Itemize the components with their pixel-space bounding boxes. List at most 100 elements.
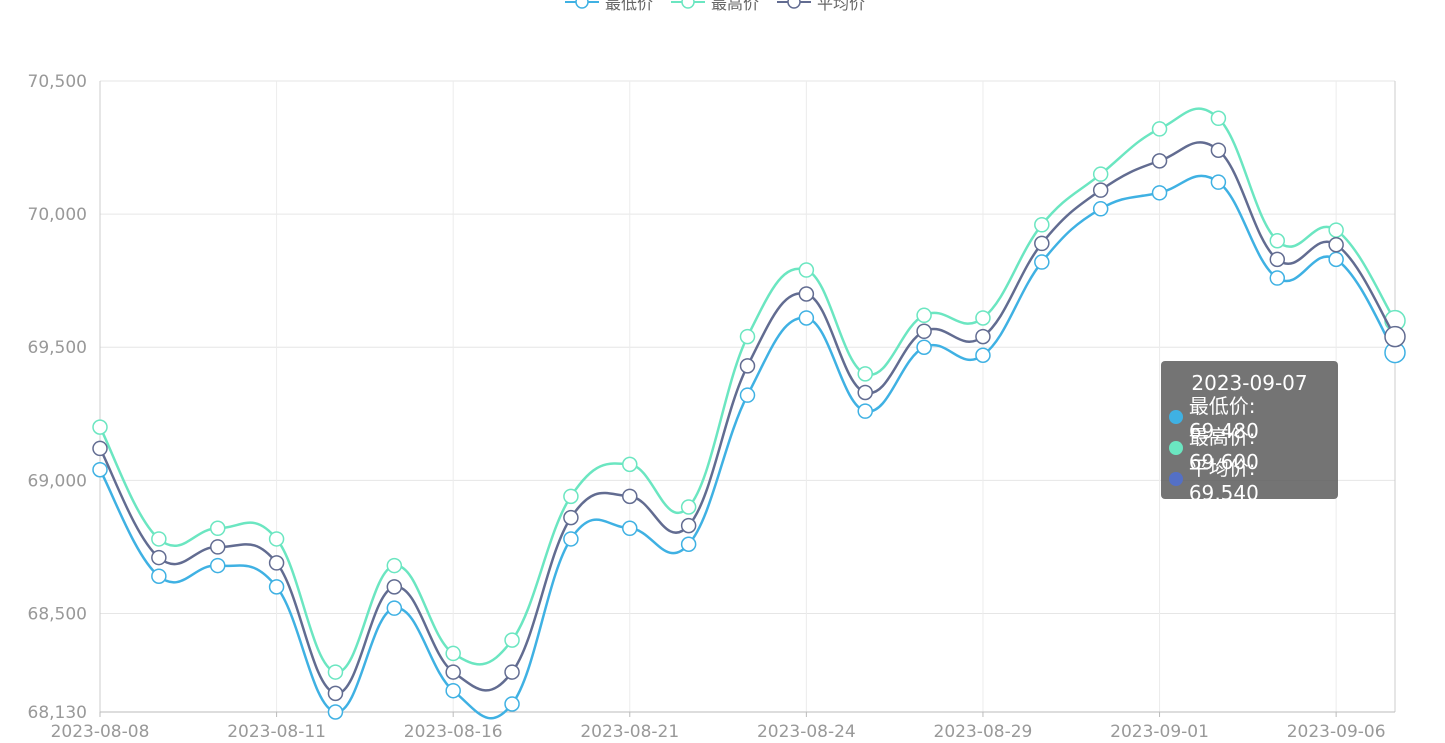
tooltip-dot-high (1169, 440, 1183, 455)
data-point-avg[interactable] (92, 440, 108, 457)
tooltip-row-high: 最高价: 69,600 (1169, 425, 1330, 474)
data-point-high[interactable] (445, 645, 461, 662)
legend-label-low: 最低价 (605, 0, 654, 13)
data-point-avg[interactable] (1151, 153, 1168, 169)
legend-item-avg[interactable]: 平均价 (777, 0, 865, 14)
data-point-low[interactable] (151, 568, 167, 584)
data-point-high[interactable] (268, 531, 285, 547)
data-point-low[interactable] (916, 339, 932, 355)
data-point-avg[interactable] (798, 286, 815, 302)
legend-swatch-high (671, 0, 706, 9)
x-tick-label: 2023-08-11 (227, 722, 326, 742)
x-tick-label: 2023-09-06 (1287, 722, 1386, 742)
data-point-avg[interactable] (622, 488, 638, 505)
data-point-high[interactable] (975, 310, 991, 326)
legend-swatch-avg (777, 0, 812, 9)
data-point-high[interactable] (504, 632, 520, 648)
data-point-high[interactable] (563, 488, 579, 505)
data-point-avg[interactable] (327, 685, 344, 702)
data-point-avg[interactable] (680, 517, 697, 534)
data-point-high[interactable] (1269, 232, 1286, 249)
y-tick-label: 68,500 (28, 604, 87, 624)
tooltip-row-avg: 平均价: 69,540 (1169, 456, 1330, 505)
data-point-high[interactable] (1328, 222, 1344, 238)
data-point-high[interactable] (916, 307, 932, 324)
data-point-avg[interactable] (1384, 325, 1406, 348)
data-point-low[interactable] (857, 403, 873, 419)
data-point-low[interactable] (1269, 270, 1286, 286)
data-point-high[interactable] (1034, 217, 1050, 233)
data-point-avg[interactable] (209, 539, 226, 555)
data-point-high[interactable] (1210, 110, 1227, 127)
data-point-low[interactable] (1092, 201, 1109, 217)
data-point-high[interactable] (92, 419, 108, 435)
data-point-avg[interactable] (916, 323, 932, 340)
data-point-high[interactable] (386, 557, 403, 574)
data-point-low[interactable] (1151, 185, 1168, 201)
data-point-avg[interactable] (1269, 251, 1286, 268)
data-point-low[interactable] (798, 310, 815, 326)
data-point-high[interactable] (1151, 121, 1168, 137)
data-point-low[interactable] (268, 579, 285, 595)
legend-item-low[interactable]: 最低价 (565, 0, 653, 14)
data-point-high[interactable] (327, 664, 344, 680)
data-point-high[interactable] (151, 531, 167, 547)
data-point-low[interactable] (1210, 174, 1227, 190)
data-point-low[interactable] (386, 600, 403, 616)
legend-swatch-low (565, 0, 599, 9)
data-point-avg[interactable] (857, 384, 873, 401)
x-tick-label: 2023-08-24 (757, 722, 856, 742)
data-point-avg[interactable] (1034, 235, 1050, 252)
tooltip: 2023-09-07 最低价: 69,480 最高价: 69,600 平均价: … (1161, 361, 1338, 505)
data-point-avg[interactable] (1210, 142, 1227, 158)
data-point-avg[interactable] (1092, 182, 1109, 198)
tooltip-title: 2023-09-07 (1191, 371, 1308, 395)
data-point-high[interactable] (857, 366, 873, 382)
data-point-high[interactable] (209, 520, 226, 537)
series-low (92, 174, 1406, 720)
data-point-high[interactable] (680, 499, 697, 515)
data-point-low[interactable] (327, 704, 344, 720)
data-point-avg[interactable] (563, 509, 579, 526)
x-tick-label: 2023-09-01 (1110, 722, 1209, 742)
data-point-low[interactable] (1328, 251, 1344, 268)
data-point-avg[interactable] (504, 664, 520, 680)
data-point-low[interactable] (680, 536, 697, 553)
data-point-low[interactable] (445, 682, 461, 699)
data-point-avg[interactable] (739, 358, 756, 374)
data-point-low[interactable] (622, 520, 638, 537)
data-point-avg[interactable] (268, 555, 285, 571)
tooltip-label-high: 最高价: 69,600 (1188, 425, 1259, 474)
series-group (92, 107, 1406, 720)
data-point-avg[interactable] (1328, 236, 1344, 253)
data-point-high[interactable] (739, 328, 756, 345)
data-point-avg[interactable] (445, 664, 461, 680)
data-point-high[interactable] (622, 456, 638, 473)
data-point-low[interactable] (209, 557, 226, 574)
x-tick-label: 2023-08-29 (934, 722, 1033, 742)
data-point-high[interactable] (1092, 166, 1109, 182)
data-point-high[interactable] (798, 262, 815, 278)
tooltip-label-low: 最低价: 69,480 (1188, 394, 1259, 443)
tooltip-row-low: 最低价: 69,480 (1169, 394, 1330, 443)
data-point-low[interactable] (504, 696, 520, 712)
x-tick-label: 2023-08-21 (580, 722, 679, 742)
x-tick-label: 2023-08-16 (404, 722, 503, 742)
data-point-low[interactable] (92, 461, 108, 478)
legend-item-high[interactable]: 最高价 (671, 0, 759, 14)
data-point-avg[interactable] (386, 579, 403, 595)
data-point-low[interactable] (975, 347, 991, 363)
data-point-low[interactable] (563, 531, 579, 547)
data-point-avg[interactable] (975, 328, 991, 345)
data-point-avg[interactable] (151, 549, 167, 566)
data-point-low[interactable] (1034, 254, 1050, 270)
y-tick-label: 70,500 (28, 72, 87, 92)
data-point-low[interactable] (739, 387, 756, 403)
tooltip-label-avg: 平均价: 69,540 (1188, 456, 1259, 505)
tooltip-dot-low (1169, 409, 1183, 424)
legend: 最低价 最高价 平均价 (565, 0, 865, 14)
y-tick-label: 70,000 (28, 205, 87, 225)
tooltip-dot-avg (1169, 471, 1183, 486)
x-tick-label: 2023-08-08 (51, 722, 150, 742)
